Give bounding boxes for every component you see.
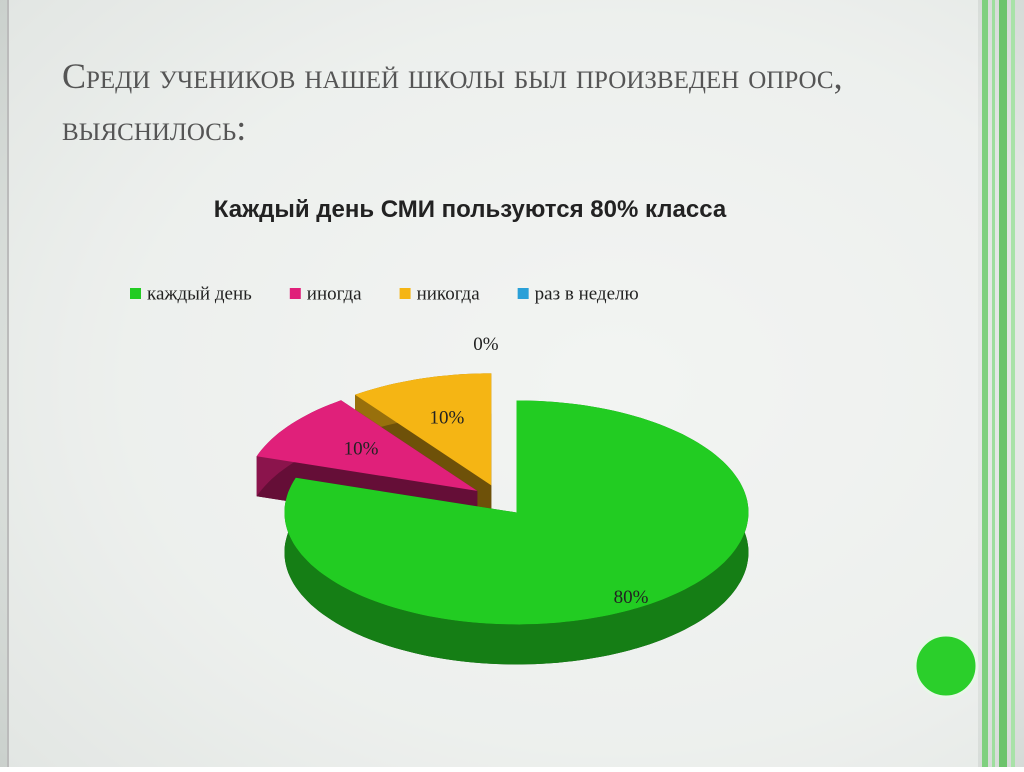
stripe <box>992 0 995 767</box>
legend-label: раз в неделю <box>535 283 639 304</box>
legend-swatch <box>289 288 301 299</box>
legend-swatch <box>517 288 529 299</box>
legend-label: каждый день <box>147 283 252 304</box>
slice-top <box>355 373 492 486</box>
stripe <box>1011 0 1015 767</box>
legend-label: иногда <box>307 283 362 304</box>
data-label: 0% <box>473 334 499 355</box>
slice-top <box>256 400 478 491</box>
data-label: 10% <box>429 408 464 429</box>
slice-top <box>284 400 749 625</box>
data-label: 10% <box>344 438 379 459</box>
legend-label: никогда <box>417 283 481 304</box>
slide-title: Среди учеников нашей школы был произведе… <box>62 56 843 148</box>
pie-slice <box>284 400 749 665</box>
stripe <box>982 0 988 767</box>
legend-swatch <box>399 288 411 299</box>
decor-circle <box>913 633 979 699</box>
data-label: 80% <box>614 587 649 608</box>
chart-title: Каждый день СМИ пользуются 80% класса <box>214 196 727 223</box>
legend-swatch <box>130 288 141 299</box>
stripe <box>999 0 1007 767</box>
